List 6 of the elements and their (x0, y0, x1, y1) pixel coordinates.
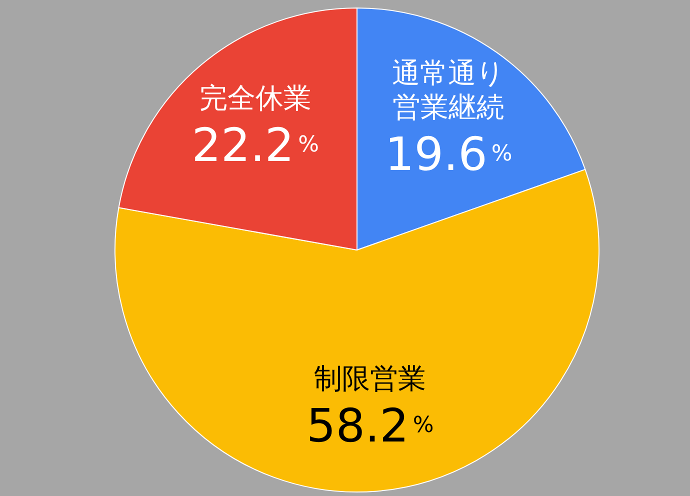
data-label: 22.2% (192, 118, 320, 172)
slice-label: 完全休業 (199, 81, 312, 114)
slice-label: 制限営業 (314, 362, 426, 396)
slice-label: 通常通り営業継続 (392, 56, 506, 124)
data-label: 58.2% (306, 398, 434, 453)
data-label: 19.6% (384, 126, 512, 181)
